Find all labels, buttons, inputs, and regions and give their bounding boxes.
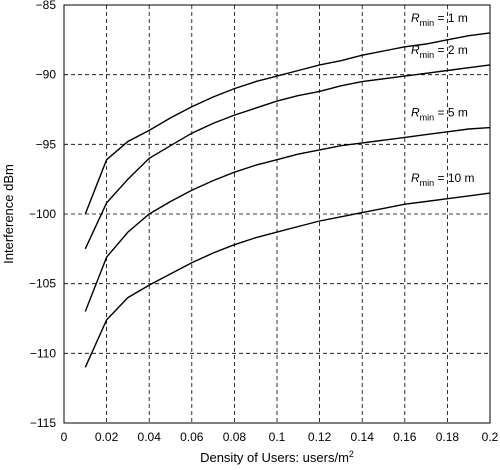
y-tick-label: −95 xyxy=(36,137,57,151)
y-tick-label: −110 xyxy=(30,346,56,360)
x-tick-labels: 0 0.02 0.04 0.06 0.08 0.1 0.12 0.14 0.16 0.18 0.2 xyxy=(61,430,499,444)
x-tick-label: 0.2 xyxy=(482,430,499,444)
x-tick-label: 0.1 xyxy=(269,430,286,444)
x-tick-label: 0.18 xyxy=(436,430,460,444)
y-tick-label: −85 xyxy=(36,0,57,12)
series-line-2 xyxy=(84,64,491,250)
y-tick-label: −90 xyxy=(36,68,57,82)
series-line-3 xyxy=(84,126,491,312)
series-label-4: Rmin = 10 m xyxy=(411,171,475,188)
x-tick-label: 0 xyxy=(61,430,68,444)
grid-lines xyxy=(64,5,490,423)
x-tick-label: 0.08 xyxy=(223,430,247,444)
y-tick-label: −105 xyxy=(29,277,56,291)
series-line-1 xyxy=(84,32,491,215)
y-tick-labels: −115 −110 −105 −100 −95 −90 −85 xyxy=(29,0,56,430)
series-labels: Rmin = 1 m Rmin = 2 m Rmin = 5 m Rmin = 10 … xyxy=(411,11,475,188)
y-tick-label: −115 xyxy=(30,416,56,430)
y-axis-title: Interference dBm xyxy=(1,164,16,264)
x-tick-label: 0.12 xyxy=(308,430,332,444)
x-tick-label: 0.04 xyxy=(138,430,162,444)
series-line-4 xyxy=(84,192,491,368)
x-tick-label: 0.14 xyxy=(351,430,375,444)
series-curves xyxy=(84,32,491,368)
plot-frame xyxy=(63,4,491,424)
series-label-3: Rmin = 5 m xyxy=(411,106,468,123)
y-tick-label: −100 xyxy=(29,207,56,221)
x-tick-label: 0.16 xyxy=(393,430,417,444)
x-axis-title: Density of Users: users/m2 xyxy=(200,449,354,465)
x-tick-label: 0.02 xyxy=(95,430,119,444)
x-tick-label: 0.06 xyxy=(180,430,204,444)
series-label-1: Rmin = 1 m xyxy=(411,11,468,28)
series-label-2: Rmin = 2 m xyxy=(411,43,468,60)
